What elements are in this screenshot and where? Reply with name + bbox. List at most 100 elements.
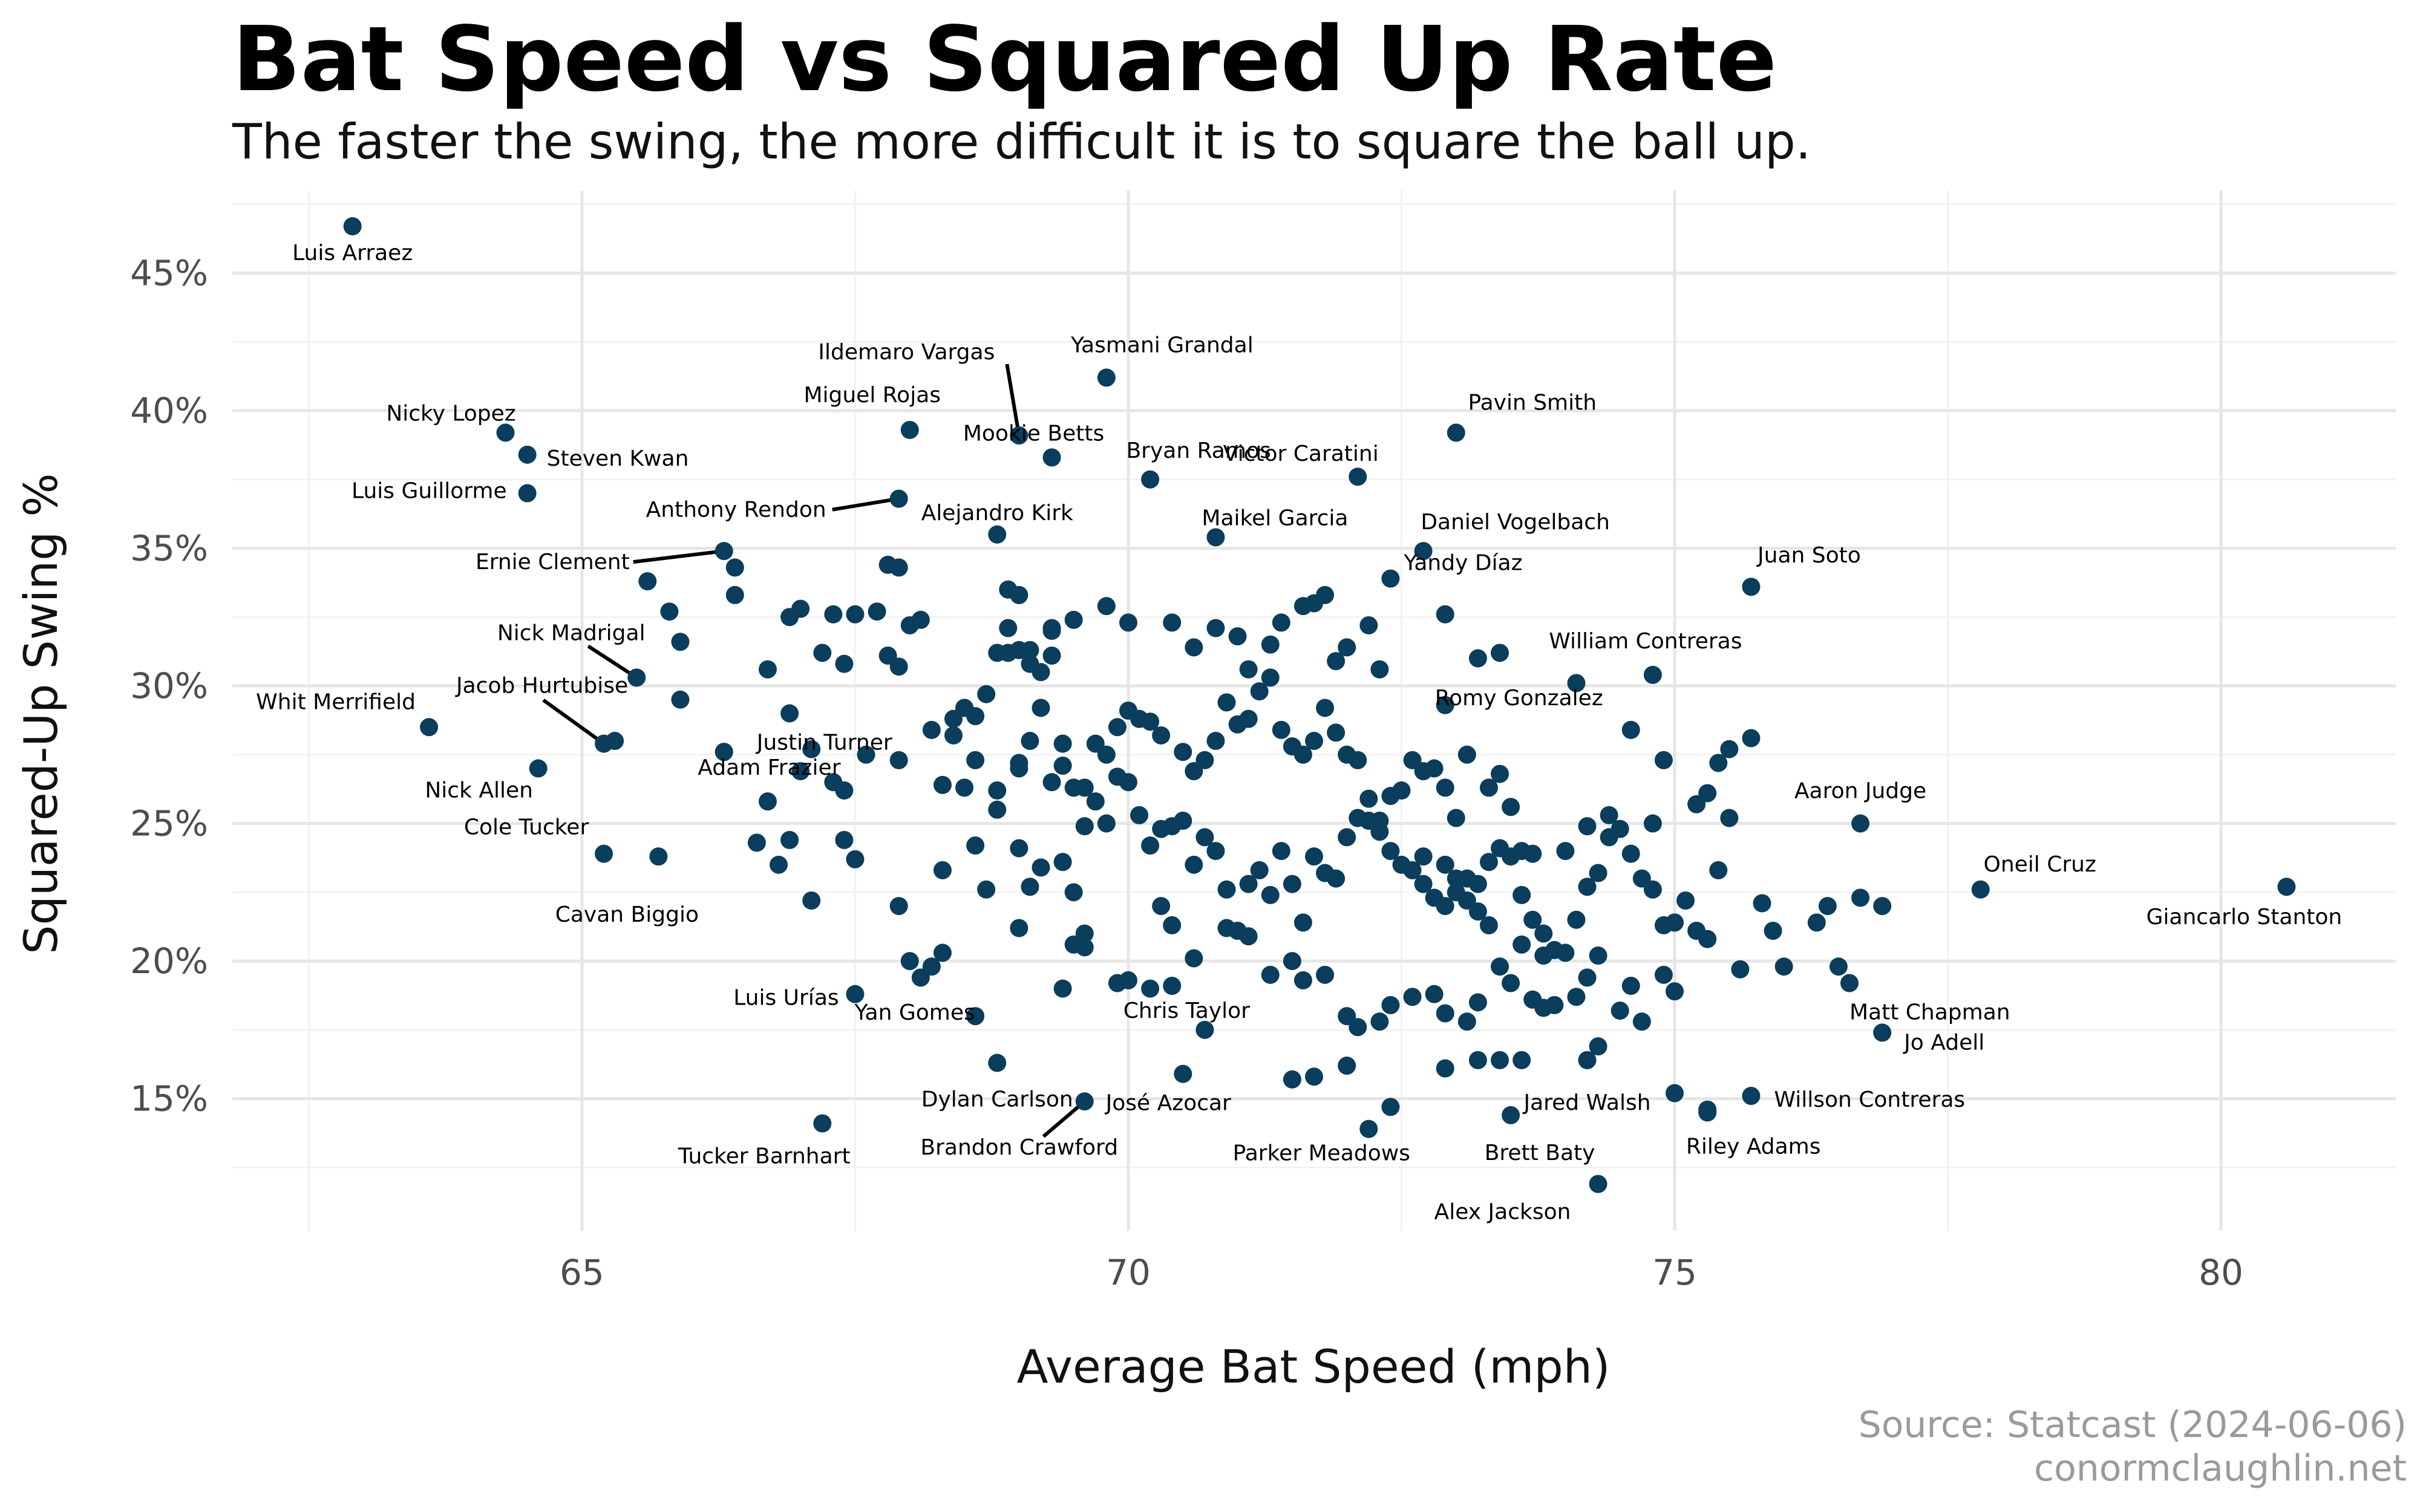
data-point [1119,613,1137,632]
data-point [1163,613,1182,632]
data-point [1436,605,1454,624]
point-label: Miguel Rojas [803,383,941,408]
data-point [780,704,799,723]
data-point [1141,836,1160,855]
point-label: Ildemaro Vargas [818,340,995,365]
label-connector [542,699,605,746]
data-point [977,685,996,703]
data-point [758,792,777,811]
data-point-labeled [715,542,733,561]
point-label: José Azocar [1105,1091,1231,1116]
data-point [1502,974,1520,992]
label-connectors [542,363,1086,1138]
data-point [999,644,1018,662]
data-point [1283,875,1301,893]
data-point [1556,842,1575,861]
data-point [1698,784,1717,803]
data-point [966,751,985,769]
data-point [1032,858,1050,877]
data-point [1305,732,1323,751]
point-label: Justin Turner [756,730,892,755]
data-point [1185,949,1203,968]
data-point [1141,979,1160,998]
data-point [1479,778,1498,797]
data-point [802,740,821,758]
data-point [1534,946,1553,965]
data-point [846,605,865,624]
point-label: Yasmani Grandal [1070,333,1254,357]
data-point [1468,993,1487,1012]
data-point-labeled [1097,368,1116,387]
data-point [780,830,799,849]
data-point [1163,977,1182,996]
data-point [1447,869,1465,888]
point-label: Willson Contreras [1774,1087,1965,1112]
x-tick-label: 75 [1652,1252,1697,1293]
data-point [1632,869,1651,888]
data-point [1261,885,1280,904]
point-label: Adam Frazier [698,755,840,780]
data-point [1720,740,1739,758]
data-point-labeled [1851,814,1870,833]
data-point-labeled [595,844,613,863]
data-point [1053,757,1072,775]
data-points [343,217,2296,1193]
data-point [1359,789,1378,808]
data-point [1818,897,1837,916]
data-point [933,775,952,794]
data-point [1457,1012,1476,1031]
data-point [1578,817,1597,836]
data-point [1283,952,1301,971]
data-point [1523,990,1542,1009]
point-label: Romy Gonzalez [1435,686,1603,711]
data-point [1698,930,1717,948]
data-point [1206,619,1225,637]
data-point [725,558,744,577]
data-point [1578,968,1597,987]
data-point [1457,891,1476,910]
data-point [1010,585,1028,604]
point-label: Chris Taylor [1123,999,1250,1023]
data-point [1272,720,1290,739]
point-label: Luis Arraez [292,241,413,266]
x-tick-label: 80 [2199,1252,2243,1293]
data-point [1272,613,1290,632]
data-point [1491,764,1509,783]
data-point [1567,674,1586,692]
data-point [1108,767,1127,786]
data-point [1436,1059,1454,1078]
label-connector [1005,363,1021,436]
data-point [791,762,810,781]
data-point [1523,844,1542,863]
data-point-labeled [966,1007,985,1026]
data-point [1491,644,1509,662]
data-point [1468,902,1487,921]
data-point [1621,844,1640,863]
label-connector [633,549,725,564]
data-point [1414,875,1433,893]
data-point [791,599,810,618]
data-point-labeled [1578,1051,1597,1069]
data-point [988,781,1007,800]
data-point-labeled [1075,1092,1094,1111]
data-point [1086,792,1105,811]
data-point [1152,726,1171,745]
point-label: Nick Allen [425,778,533,803]
data-point-labeled [1010,426,1028,445]
data-point [1021,732,1039,751]
chart-title: Bat Speed vs Squared Up Rate [232,7,1777,111]
data-point [966,836,985,855]
data-point [1491,1051,1509,1069]
data-point [747,833,766,852]
data-point [1130,806,1149,824]
point-label: Maikel Garcia [1202,506,1348,530]
axis-ticks: 65 70 75 80 15% 20% 25% 30% 35% 40% 45% [130,253,2243,1293]
data-point [1512,1051,1531,1069]
data-point [1053,853,1072,872]
point-label: Ernie Clement [476,550,630,575]
data-point [1021,878,1039,896]
data-point [1042,622,1061,640]
data-point [1491,957,1509,976]
y-tick-label: 15% [130,1078,208,1119]
data-point [889,751,908,769]
